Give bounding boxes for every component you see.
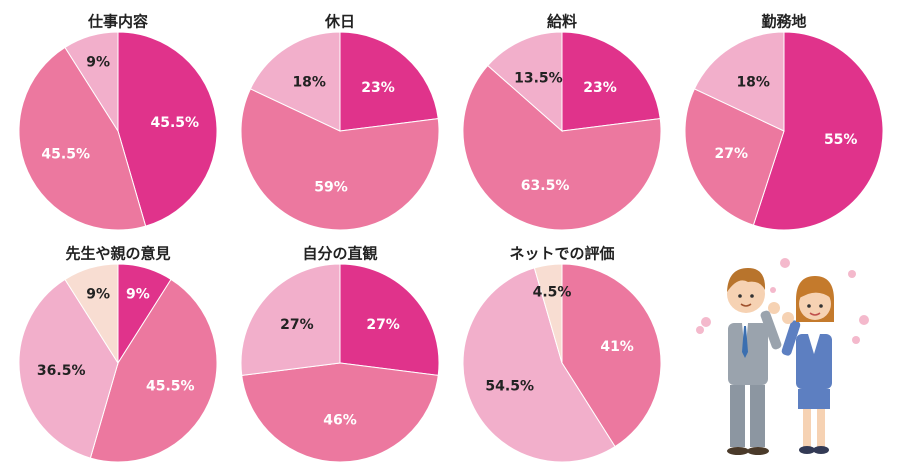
slice-label: 45.5% [146, 379, 195, 395]
pie-title: 勤務地 [761, 13, 806, 31]
pie-slice [117, 31, 218, 227]
slice-label: 9% [126, 287, 150, 303]
pie-chart: 休日 23% 59% 18% [240, 13, 440, 231]
slice-label: 23% [361, 80, 395, 96]
slice-label: 59% [314, 180, 348, 196]
slice-label: 36.5% [37, 363, 86, 379]
pie-slice [249, 31, 341, 132]
pie-chart: ネットでの評価 41% 54.5% 4.5% [462, 245, 662, 463]
slice-label: 23% [583, 80, 617, 96]
pie-slice [684, 88, 785, 226]
pie-slice [64, 263, 119, 365]
pie-slice [561, 31, 661, 132]
slice-label: 27% [280, 317, 314, 333]
pie-title: 給料 [547, 13, 577, 31]
pie-slice [561, 263, 662, 448]
pie-slice [64, 31, 119, 133]
slice-label: 45.5% [41, 147, 90, 163]
slice-label: 18% [736, 75, 770, 91]
pie-title: 休日 [324, 13, 355, 31]
slice-label: 55% [824, 132, 858, 148]
slice-label: 9% [86, 287, 110, 303]
pie-slice [18, 46, 147, 231]
pie-slice [752, 31, 884, 231]
pie-slice [339, 263, 440, 376]
slice-label: 46% [323, 412, 357, 428]
pie-title: 自分の直観 [302, 245, 377, 263]
man-figure-icon [727, 268, 782, 455]
pie-slice [533, 263, 563, 364]
pie-chart: 勤務地 55% 27% 18% [684, 13, 884, 231]
slice-label: 45.5% [151, 115, 200, 131]
pie-slice [241, 362, 439, 463]
pie-chart: 自分の直観 27% 46% 27% [240, 245, 440, 463]
pie-chart: 給料 23% 63.5% 13.5% [462, 13, 662, 231]
pie-slice [339, 31, 439, 132]
woman-figure-icon [781, 276, 834, 454]
pie-title: ネットでの評価 [509, 245, 614, 263]
pie-title: 仕事内容 [87, 13, 148, 31]
pie-chart: 先生や親の意見 9% 45.5% 36.5% 9% [18, 245, 218, 463]
pie-title: 先生や親の意見 [65, 245, 170, 263]
pie-chart: 仕事内容 45.5% 45.5% 9% [18, 13, 218, 231]
pie-slice [462, 64, 662, 231]
slice-label: 27% [715, 146, 749, 162]
pie-slice [240, 263, 341, 376]
charts-layer: 仕事内容 45.5% 45.5% 9% 休日 23% 59% 18% 給料 23% 63.5% 13.… [18, 13, 884, 463]
slice-label: 13.5% [514, 71, 563, 87]
slice-label: 54.5% [485, 379, 534, 395]
pie-slice [487, 31, 563, 133]
slice-label: 4.5% [533, 284, 572, 300]
pie-slice [89, 278, 218, 463]
slice-label: 18% [292, 75, 326, 91]
pie-slice [462, 267, 616, 463]
slice-label: 27% [366, 317, 400, 333]
slice-label: 41% [600, 339, 634, 355]
slice-label: 63.5% [521, 178, 570, 194]
slice-label: 9% [86, 55, 110, 71]
pie-slice [240, 88, 440, 231]
business-people-illustration [696, 258, 869, 455]
pie-slice [693, 31, 785, 132]
cherry-blossom-icon [696, 258, 869, 344]
